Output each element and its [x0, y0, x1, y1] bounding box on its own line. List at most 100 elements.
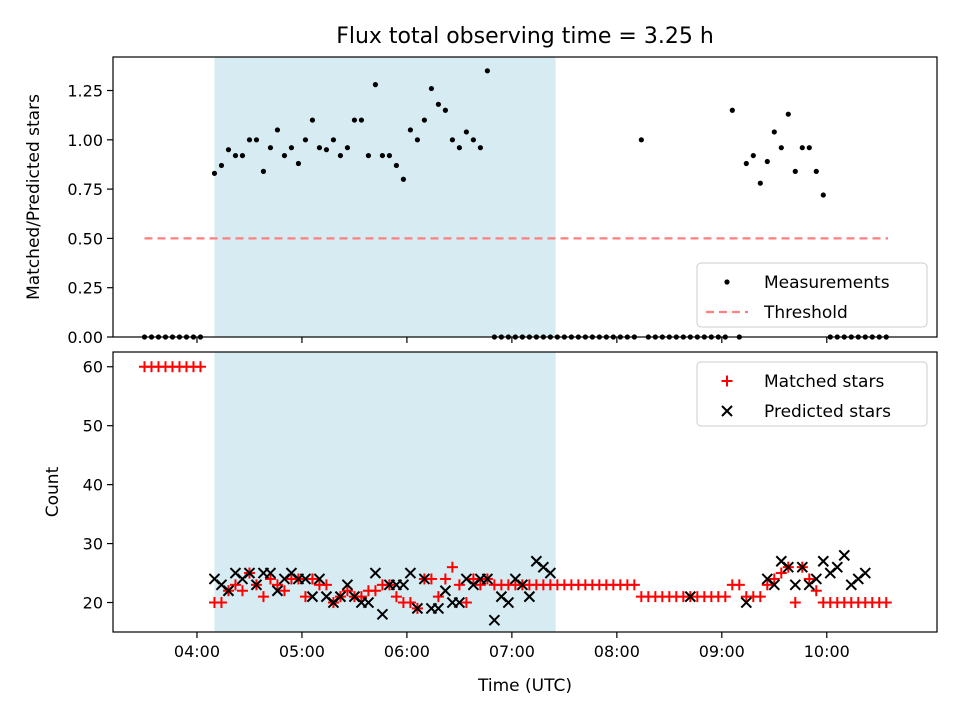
measurement-point: [211, 170, 218, 176]
predicted-star-point: [250, 579, 263, 591]
predicted-x-stroke-b: [250, 579, 263, 591]
predicted-x-stroke-b: [761, 573, 774, 585]
measurement-point: [435, 101, 442, 107]
matched-star-point: [467, 573, 479, 585]
y-tick-label: 0.50: [67, 229, 103, 248]
ratio-y-axis-label: Matched/Predicted stars: [24, 94, 44, 300]
matched-star-point: [215, 597, 227, 609]
measurement-point: [246, 137, 253, 143]
measurement-point: [477, 145, 483, 151]
measurement-point: [281, 152, 288, 159]
y-tick-label: 0.00: [67, 328, 103, 347]
y-tick-label: 0.25: [67, 279, 103, 298]
axes-frame: [112, 56, 938, 338]
predicted-x-stroke-b: [348, 590, 361, 603]
measurement-point: [337, 152, 344, 159]
predicted-x-stroke-b: [495, 590, 508, 603]
observing-window-shade: [214, 57, 556, 337]
predicted-x-stroke-b: [215, 579, 228, 591]
predicted-x-stroke-b: [432, 602, 445, 615]
measurement-point: [323, 147, 330, 153]
legend-label: Matched stars: [764, 372, 884, 392]
measurement-point: [232, 152, 239, 159]
measurement-point: [253, 137, 260, 143]
predicted-star-point: [810, 573, 822, 585]
matched-star-point: [264, 573, 276, 585]
predicted-star-point: [684, 590, 697, 603]
predicted-x-stroke-b: [537, 561, 550, 573]
measurement-point: [267, 145, 274, 151]
predicted-x-stroke-b: [369, 567, 382, 579]
predicted-star-point: [488, 614, 501, 626]
legend-label: Measurements: [764, 273, 890, 293]
matched-star-point: [628, 579, 640, 591]
predicted-x-stroke-b: [523, 590, 536, 603]
predicted-x-stroke-b: [481, 573, 494, 585]
x-tick-label: 04:00: [174, 642, 220, 661]
count-y-axis-label: Count: [43, 466, 63, 517]
measurement-point: [757, 180, 763, 186]
predicted-x-stroke-b: [775, 555, 788, 567]
predicted-x-stroke-b: [453, 596, 466, 609]
matched-star-point: [754, 591, 766, 603]
predicted-x-stroke-b: [684, 590, 697, 603]
predicted-star-point: [222, 585, 235, 597]
measurement-point: [225, 147, 232, 153]
predicted-star-point: [516, 579, 529, 591]
predicted-star-point: [271, 585, 284, 597]
x-tick-label: 08:00: [594, 642, 640, 661]
predicted-star-point: [789, 579, 802, 591]
measurement-point: [260, 168, 267, 174]
predicted-star-point: [439, 585, 452, 597]
predicted-x-stroke-b: [502, 596, 515, 609]
predicted-x-stroke-b: [768, 579, 781, 591]
measurement-point: [638, 137, 644, 143]
measurement-point: [778, 145, 784, 151]
matched-star-point: [768, 573, 780, 585]
predicted-star-point: [768, 579, 781, 591]
legend-predicted-marker-b: [721, 405, 733, 417]
y-tick-label: 50: [83, 417, 103, 436]
measurement-point: [813, 168, 819, 174]
measurement-point: [743, 160, 749, 167]
legend-label: Predicted stars: [764, 402, 891, 422]
legend-label: Threshold: [763, 303, 848, 323]
matched-star-point: [460, 597, 472, 609]
predicted-star-point: [859, 567, 871, 579]
y-tick-label: 30: [83, 535, 103, 554]
axes-frame: [112, 351, 938, 633]
measurement-point: [386, 152, 393, 159]
predicted-star-point: [481, 573, 494, 585]
predicted-star-point: [796, 561, 808, 573]
predicted-star-point: [502, 596, 515, 609]
matched-star-point: [425, 573, 437, 585]
predicted-star-point: [397, 579, 410, 591]
measurement-point: [750, 152, 756, 159]
matched-star-point: [236, 585, 248, 597]
predicted-star-point: [411, 602, 424, 615]
legend-box: [696, 361, 928, 427]
x-axis-label: Time (UTC): [477, 676, 572, 696]
measurement-point: [400, 176, 407, 182]
predicted-star-point: [831, 561, 843, 573]
matched-star-point: [453, 579, 465, 591]
measurement-point: [792, 168, 798, 174]
matched-star-point: [439, 573, 451, 585]
measurement-point: [421, 117, 428, 123]
measurement-point: [316, 145, 323, 151]
matched-star-point: [733, 579, 745, 591]
measurement-point: [372, 82, 379, 88]
matched-star-point: [719, 591, 731, 603]
matched-star-point: [474, 579, 486, 591]
matched-star-point: [432, 591, 444, 603]
measurement-point: [288, 145, 295, 151]
measurement-point: [799, 145, 805, 151]
predicted-star-point: [740, 596, 753, 609]
predicted-x-stroke-b: [376, 608, 389, 621]
measurement-point: [729, 107, 735, 113]
measurement-point: [393, 162, 400, 169]
measurement-point: [407, 127, 414, 133]
matched-star-point: [257, 591, 269, 603]
measurement-point: [442, 107, 448, 113]
matched-star-point: [299, 591, 311, 603]
